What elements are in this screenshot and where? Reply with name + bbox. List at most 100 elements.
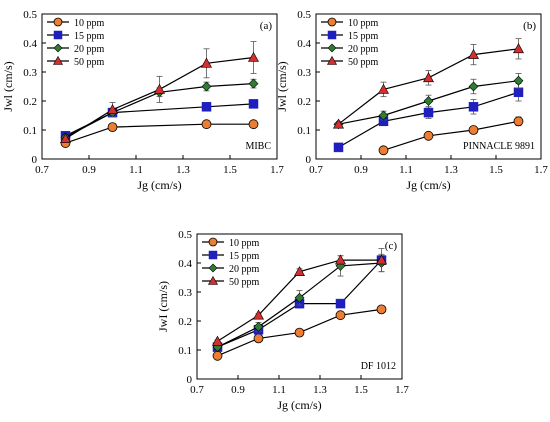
y-axis-label: Jwl (cm/s) — [275, 61, 289, 111]
data-point — [248, 99, 259, 109]
legend-label: 50 ppm — [229, 277, 260, 288]
y-tick-label: 0.3 — [23, 67, 37, 79]
plot-frame — [315, 13, 542, 160]
x-tick-label: 0.7 — [35, 164, 49, 176]
y-tick-label: 0.3 — [178, 287, 192, 299]
y-axis-label: Jwl (cm/s) — [1, 61, 15, 111]
legend-label: 50 ppm — [348, 57, 379, 68]
series-10-ppm — [378, 116, 524, 156]
series-10-ppm — [60, 119, 259, 148]
data-point — [376, 304, 387, 315]
legend-marker — [326, 55, 338, 65]
x-tick-label: 0.9 — [354, 164, 368, 176]
x-tick-label: 1.1 — [129, 164, 143, 176]
x-axis-label: Jg (cm/s) — [406, 178, 450, 192]
legend-marker — [327, 30, 337, 40]
data-point — [107, 122, 118, 132]
legend-marker — [327, 17, 337, 27]
panel-annotation: PINNACLE 9891 — [463, 141, 535, 152]
y-tick-label: 0.5 — [297, 9, 311, 21]
x-tick-label: 1.7 — [395, 384, 409, 396]
data-point — [378, 110, 389, 121]
series-50-ppm — [332, 38, 525, 129]
legend-marker — [208, 237, 218, 247]
data-point — [378, 145, 389, 156]
data-point — [335, 310, 346, 321]
x-axis-label: Jg (cm/s) — [137, 178, 181, 192]
data-point — [200, 57, 213, 68]
y-tick-label: 0.2 — [23, 96, 37, 108]
y-tick-label: 0.1 — [23, 125, 37, 137]
chart-panel: 0.7 0.9 1.1 1.3 1.5 1.7 0 0.1 0.2 0.3 0.4 0.5 Jg (cm… — [275, 9, 548, 192]
panel-annotation: DF 1012 — [361, 361, 396, 372]
y-tick-label: 0.5 — [23, 9, 37, 21]
legend-label: 20 ppm — [229, 264, 260, 275]
data-point — [513, 116, 524, 127]
data-point — [332, 118, 345, 129]
chart-panel: 0.7 0.9 1.1 1.3 1.5 1.7 0 0.1 0.2 0.3 0.4 0.5 Jg (cm… — [1, 9, 284, 192]
panel-label: (b) — [523, 20, 536, 32]
y-tick-label: 0.4 — [297, 38, 311, 50]
x-tick-label: 1.1 — [399, 164, 413, 176]
legend-marker — [208, 263, 218, 273]
data-point — [212, 350, 223, 361]
y-axis-label: JwI (cm/s) — [156, 281, 170, 332]
legend-marker — [208, 250, 218, 260]
panel-label: (a) — [260, 20, 273, 32]
series-line — [383, 120, 519, 151]
legend-label: 20 ppm — [348, 44, 379, 55]
x-tick-label: 1.5 — [223, 164, 237, 176]
data-point — [201, 102, 212, 112]
legend-marker — [327, 43, 337, 53]
legend: 10 ppm 15 ppm 20 ppm 50 ppm — [47, 17, 105, 68]
data-point — [293, 266, 306, 277]
data-point — [252, 309, 265, 320]
data-point — [423, 130, 434, 141]
legend-marker — [53, 43, 63, 53]
data-point — [294, 327, 305, 338]
x-tick-label: 0.7 — [190, 384, 204, 396]
panel-label: (c) — [385, 240, 398, 252]
panel-annotation: MIBC — [245, 141, 271, 152]
data-point — [248, 119, 259, 130]
data-point — [153, 83, 166, 94]
data-point — [247, 51, 260, 62]
data-point — [59, 133, 72, 143]
legend-label: 20 ppm — [74, 44, 105, 55]
y-tick-label: 0 — [306, 154, 312, 166]
legend-label: 10 ppm — [229, 238, 260, 249]
data-point — [294, 292, 305, 303]
data-point — [468, 81, 479, 92]
y-tick-label: 0.1 — [178, 345, 192, 357]
data-point — [106, 104, 119, 114]
data-point — [513, 87, 524, 98]
x-tick-label: 0.9 — [231, 384, 245, 396]
legend-label: 15 ppm — [229, 251, 260, 262]
x-tick-label: 1.3 — [444, 164, 458, 176]
legend-label: 50 ppm — [74, 57, 105, 68]
legend-marker — [53, 30, 63, 40]
x-tick-label: 1.7 — [534, 164, 548, 176]
legend-label: 10 ppm — [74, 18, 105, 29]
legend-label: 15 ppm — [348, 31, 379, 42]
x-tick-label: 0.9 — [82, 164, 96, 176]
series-line — [65, 103, 254, 137]
data-point — [334, 254, 347, 265]
data-point — [211, 335, 224, 346]
legend-marker — [52, 55, 64, 65]
y-tick-label: 0 — [32, 154, 38, 166]
data-point — [468, 125, 479, 135]
x-tick-label: 1.5 — [354, 384, 368, 396]
series-line — [65, 123, 254, 144]
plot-frame — [196, 233, 403, 380]
data-point — [513, 75, 524, 86]
x-tick-label: 0.7 — [309, 164, 323, 176]
legend-label: 10 ppm — [348, 18, 379, 29]
data-point — [201, 119, 212, 130]
data-point — [423, 107, 434, 118]
y-tick-label: 0.1 — [297, 125, 311, 137]
legend: 10 ppm 15 ppm 20 ppm 50 ppm — [321, 17, 379, 68]
legend-marker — [53, 17, 63, 27]
x-tick-label: 1.5 — [489, 164, 503, 176]
